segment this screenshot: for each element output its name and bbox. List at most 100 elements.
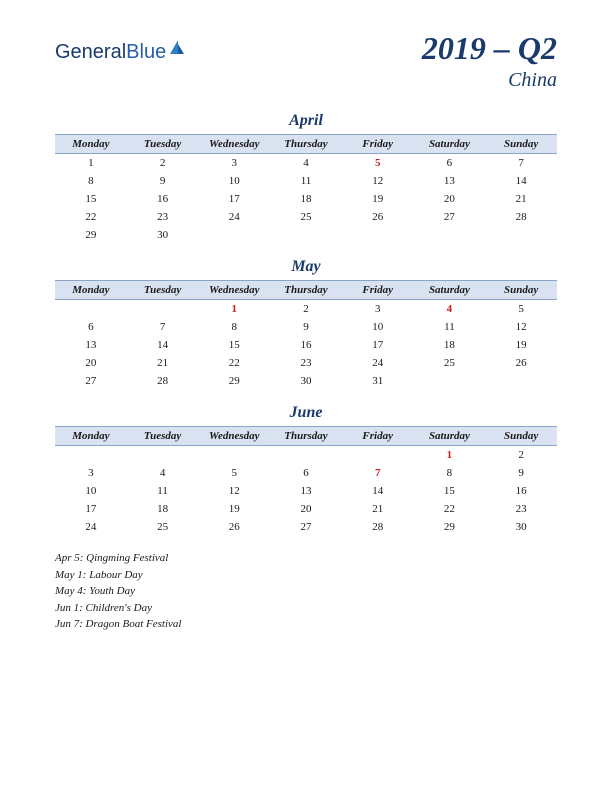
day-cell: 17 [198,190,270,208]
day-header: Saturday [414,134,486,154]
day-cell: 8 [55,172,127,190]
day-header: Sunday [485,134,557,154]
holiday-entry: May 4: Youth Day [55,583,557,600]
month-block: AprilMondayTuesdayWednesdayThursdayFrida… [55,112,557,244]
month-name: April [55,112,557,130]
day-header: Friday [342,280,414,300]
day-cell [342,226,414,244]
day-cell: 7 [342,464,414,482]
day-header: Thursday [270,134,342,154]
day-cell: 10 [198,172,270,190]
day-cell [198,226,270,244]
logo: GeneralBlue [55,38,186,66]
day-cell: 1 [198,300,270,318]
day-cell: 27 [270,518,342,536]
day-cell: 30 [270,372,342,390]
day-cell: 11 [127,482,199,500]
day-cell [485,226,557,244]
day-cell: 28 [485,208,557,226]
day-cell [198,446,270,464]
day-cell: 24 [55,518,127,536]
day-cell: 25 [270,208,342,226]
day-cell: 9 [127,172,199,190]
day-cell: 20 [270,500,342,518]
logo-sail-icon [168,38,186,56]
day-cell: 8 [414,464,486,482]
day-cell: 2 [485,446,557,464]
day-cell: 24 [342,354,414,372]
day-cell: 2 [127,154,199,172]
day-cell: 20 [55,354,127,372]
day-cell: 15 [414,482,486,500]
day-cell: 26 [485,354,557,372]
title-main: 2019 – Q2 [422,30,557,67]
day-cell: 27 [414,208,486,226]
day-header: Tuesday [127,134,199,154]
day-cell: 19 [342,190,414,208]
day-cell: 9 [270,318,342,336]
day-cell: 26 [342,208,414,226]
day-cell: 15 [55,190,127,208]
day-cell: 28 [342,518,414,536]
day-cell [414,372,486,390]
day-cell: 15 [198,336,270,354]
day-cell: 22 [414,500,486,518]
holiday-entry: May 1: Labour Day [55,567,557,584]
day-cell: 24 [198,208,270,226]
day-cell: 28 [127,372,199,390]
day-cell: 12 [198,482,270,500]
day-cell: 3 [55,464,127,482]
day-cell [485,372,557,390]
day-header: Sunday [485,280,557,300]
day-header: Saturday [414,426,486,446]
day-cell: 1 [55,154,127,172]
day-cell: 7 [485,154,557,172]
day-cell: 23 [127,208,199,226]
day-cell: 18 [270,190,342,208]
day-cell [342,446,414,464]
day-header: Tuesday [127,280,199,300]
day-cell: 4 [270,154,342,172]
day-cell: 22 [55,208,127,226]
day-cell: 4 [127,464,199,482]
day-header: Wednesday [198,134,270,154]
day-header: Monday [55,134,127,154]
day-cell: 12 [485,318,557,336]
day-cell [55,300,127,318]
day-cell [55,446,127,464]
day-cell: 30 [127,226,199,244]
day-cell: 25 [414,354,486,372]
day-cell: 16 [127,190,199,208]
day-cell [127,446,199,464]
day-cell: 5 [198,464,270,482]
day-cell: 5 [342,154,414,172]
day-cell: 30 [485,518,557,536]
day-cell: 18 [127,500,199,518]
day-cell: 14 [127,336,199,354]
day-header: Thursday [270,280,342,300]
day-cell: 31 [342,372,414,390]
day-cell: 29 [414,518,486,536]
day-cell: 4 [414,300,486,318]
day-header: Monday [55,280,127,300]
day-header: Saturday [414,280,486,300]
day-cell: 11 [414,318,486,336]
title-sub: China [422,69,557,92]
title-block: 2019 – Q2 China [422,30,557,92]
header: GeneralBlue 2019 – Q2 China [55,30,557,92]
day-cell: 11 [270,172,342,190]
day-cell: 23 [270,354,342,372]
day-cell: 27 [55,372,127,390]
day-cell: 21 [127,354,199,372]
day-cell: 29 [55,226,127,244]
calendar-grid: MondayTuesdayWednesdayThursdayFridaySatu… [55,426,557,536]
day-cell: 6 [55,318,127,336]
day-cell: 21 [485,190,557,208]
day-cell: 13 [270,482,342,500]
holiday-entry: Jun 7: Dragon Boat Festival [55,616,557,633]
day-cell: 6 [414,154,486,172]
holiday-entry: Jun 1: Children's Day [55,600,557,617]
day-cell: 17 [55,500,127,518]
holiday-entry: Apr 5: Qingming Festival [55,550,557,567]
day-header: Wednesday [198,426,270,446]
